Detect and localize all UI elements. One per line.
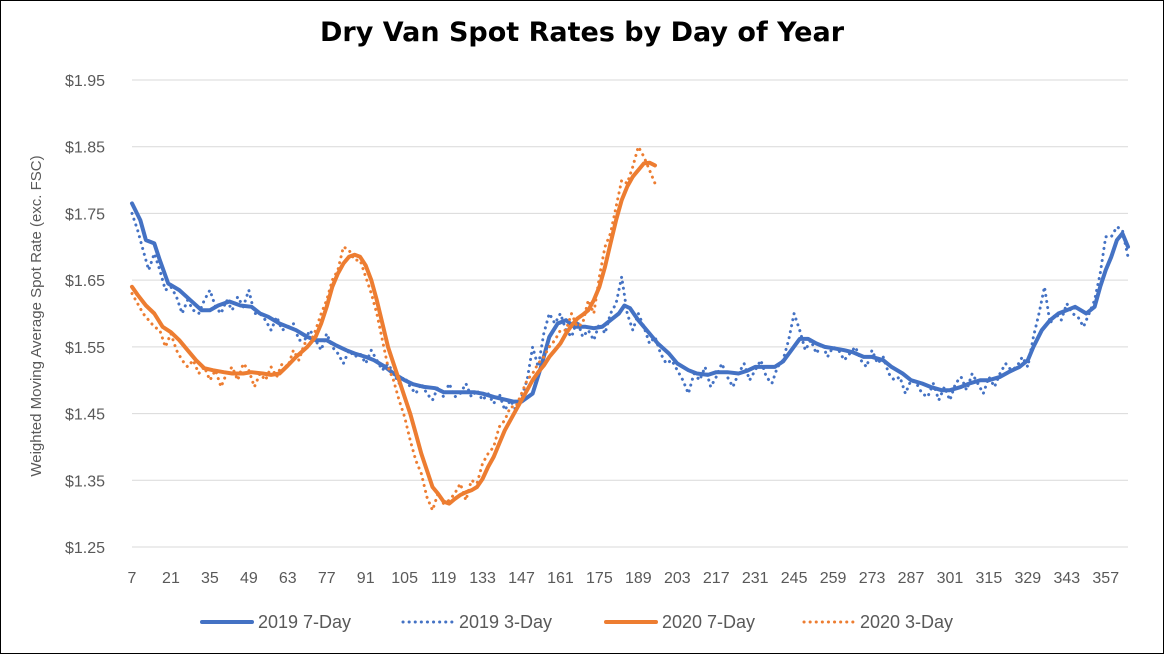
series-2020-7-day [130, 160, 657, 506]
x-tick-label: 7 [128, 570, 137, 587]
x-tick-label: 119 [431, 570, 457, 587]
x-tick-label: 301 [937, 570, 964, 587]
x-tick-label: 245 [781, 570, 808, 587]
x-tick-label: 357 [1092, 570, 1119, 587]
x-tick-label: 77 [318, 570, 336, 587]
y-axis-ticks: $1.25 $1.35 $1.45 $1.55 $1.65 $1.75 $1.85 $1.95 [65, 73, 105, 557]
y-tick-label: $1.95 [65, 73, 105, 90]
y-axis-title: Weighted Moving Average Spot Rate (exc. … [28, 155, 45, 476]
x-tick-label: 161 [547, 570, 574, 587]
y-tick-label: $1.55 [65, 340, 105, 357]
x-tick-label: 329 [1014, 570, 1041, 587]
series-lines [130, 145, 1130, 512]
x-axis-ticks: 7 21 35 49 63 77 91 105 119 133 147 161 175 189 203 217… [128, 570, 1120, 587]
x-tick-label: 21 [162, 570, 180, 587]
x-tick-label: 217 [703, 570, 730, 587]
x-tick-label: 315 [976, 570, 1003, 587]
x-tick-label: 35 [201, 570, 219, 587]
y-tick-label: $1.25 [65, 540, 105, 557]
legend-label: 2020 7-Day [662, 612, 755, 632]
series-2020-3-day [130, 145, 657, 512]
legend-label: 2019 3-Day [459, 612, 552, 632]
x-tick-label: 287 [898, 570, 925, 587]
y-tick-label: $1.45 [65, 407, 105, 424]
x-tick-label: 133 [469, 570, 496, 587]
gridlines [132, 79, 1128, 548]
x-tick-label: 175 [586, 570, 613, 587]
x-tick-label: 259 [820, 570, 847, 587]
y-tick-label: $1.75 [65, 206, 105, 223]
x-tick-label: 231 [742, 570, 769, 587]
x-tick-label: 91 [357, 570, 375, 587]
y-tick-label: $1.85 [65, 140, 105, 157]
series-2019-7-day [130, 201, 1130, 404]
x-tick-label: 147 [508, 570, 535, 587]
x-tick-label: 105 [391, 570, 418, 587]
y-tick-label: $1.35 [65, 473, 105, 490]
x-tick-label: 203 [664, 570, 691, 587]
x-tick-label: 273 [859, 570, 886, 587]
legend-label: 2019 7-Day [258, 612, 351, 632]
x-tick-label: 189 [625, 570, 652, 587]
x-tick-label: 343 [1053, 570, 1080, 587]
x-tick-label: 63 [279, 570, 297, 587]
legend-label: 2020 3-Day [860, 612, 953, 632]
x-tick-label: 49 [240, 570, 258, 587]
chart-title: Dry Van Spot Rates by Day of Year [319, 17, 845, 48]
y-tick-label: $1.65 [65, 273, 105, 290]
legend: 2019 7-Day 2019 3-Day 2020 7-Day 2020 3-Day [200, 612, 953, 632]
